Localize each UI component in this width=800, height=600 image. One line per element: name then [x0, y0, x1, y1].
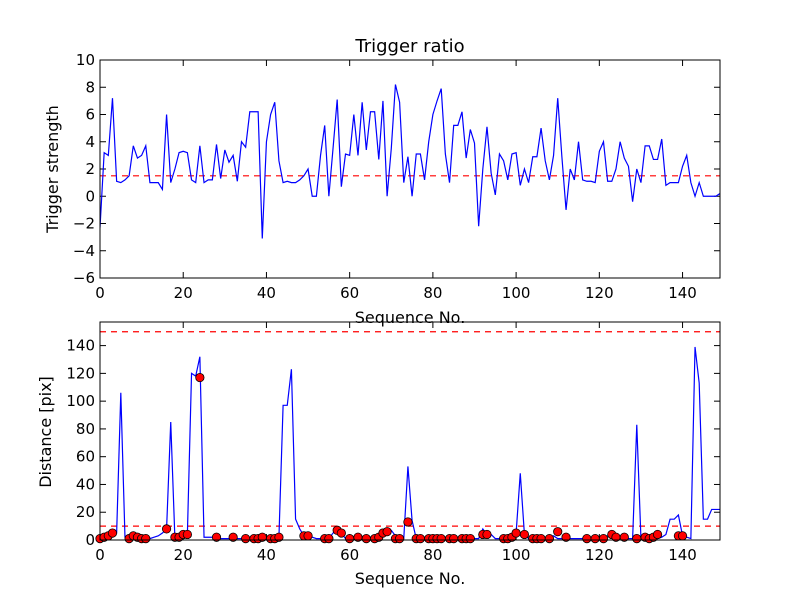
x-tick-label: 100	[502, 546, 531, 564]
y-tick-label: 20	[76, 503, 95, 521]
y-tick-label: 0	[85, 187, 95, 205]
data-point-marker	[303, 531, 313, 541]
data-point-marker	[182, 529, 192, 540]
data-point-marker	[361, 534, 371, 544]
data-point-marker	[561, 532, 571, 542]
data-point-marker	[536, 534, 546, 544]
y-tick-label: −2	[73, 215, 95, 233]
x-tick-label: 40	[257, 284, 276, 302]
y-tick-label: 80	[76, 420, 95, 438]
y-tick-label: −6	[73, 269, 95, 287]
x-tick-label: 0	[95, 284, 105, 302]
data-point-marker	[436, 534, 446, 544]
data-point-marker	[211, 532, 222, 542]
data-point-marker	[652, 529, 663, 540]
data-point-marker	[382, 527, 392, 537]
axes-frame	[99, 59, 721, 279]
x-tick-label: 80	[423, 284, 442, 302]
data-point-marker	[107, 528, 118, 538]
series-layer	[100, 331, 720, 540]
y-tick-label: 8	[85, 78, 95, 96]
y-axis-label: Distance [pix]	[36, 376, 55, 488]
top-subplot: Trigger ratio Sequence No. Trigger stren…	[43, 36, 721, 327]
x-tick-label: 0	[95, 546, 105, 564]
data-point-marker	[519, 529, 530, 540]
data-point-marker	[345, 534, 355, 544]
bottom-subplot: Sequence No. Distance [pix] 0 20 40 60 80 100…	[36, 321, 721, 588]
data-point-marker	[465, 534, 475, 544]
data-point-marker	[415, 534, 426, 544]
x-tick-label: 120	[585, 546, 614, 564]
data-point-marker	[598, 534, 609, 544]
series-layer	[100, 84, 720, 239]
x-axis-label: Sequence No.	[355, 308, 466, 327]
y-tick-label: 100	[66, 392, 95, 410]
data-point-marker	[403, 517, 413, 527]
data-point-marker	[449, 534, 459, 544]
data-point-marker	[632, 534, 642, 544]
plot-area: 0 20 40 60 80 100 120 140 −6 −4 −2 0 2 4 6 8 10	[73, 51, 721, 302]
x-tick-label: 80	[423, 546, 442, 564]
axes-frame	[99, 321, 721, 541]
y-tick-label: 120	[66, 364, 95, 382]
data-point-marker	[619, 532, 629, 542]
y-tick-label: 60	[76, 448, 95, 466]
data-point-marker	[324, 534, 334, 544]
y-tick-label: 140	[66, 337, 95, 355]
x-axis-label: Sequence No.	[355, 569, 466, 588]
x-tick-label: 140	[668, 284, 697, 302]
y-tick-label: 10	[76, 51, 95, 69]
x-tick-label: 20	[174, 284, 193, 302]
data-point-marker	[553, 527, 563, 537]
plot-area: 0 20 40 60 80 100 120 140 0 20 40 60 80 100 120 140	[66, 321, 721, 564]
data-point-marker	[274, 532, 284, 542]
data-point-marker	[544, 534, 554, 544]
x-tick-label: 20	[174, 546, 193, 564]
x-tick-label: 60	[340, 546, 359, 564]
data-point-marker	[141, 534, 151, 544]
y-tick-label: 0	[85, 531, 95, 549]
data-point-marker	[590, 534, 600, 544]
y-tick-label: 4	[85, 133, 95, 151]
data-point-marker	[394, 534, 405, 544]
data-point-marker	[582, 534, 592, 544]
data-point-marker	[336, 528, 346, 538]
series-line-distance	[100, 346, 720, 540]
series-line-trigger-strength	[100, 84, 720, 239]
data-point-marker	[161, 524, 172, 534]
data-point-marker	[482, 529, 492, 540]
x-tick-label: 60	[340, 284, 359, 302]
x-tick-label: 100	[502, 284, 531, 302]
y-axis-label: Trigger strength	[43, 105, 62, 234]
y-tick-label: 40	[76, 475, 95, 493]
x-tick-label: 120	[585, 284, 614, 302]
x-tick-label: 140	[668, 546, 697, 564]
data-point-marker	[511, 528, 521, 538]
x-tick-label: 40	[257, 546, 276, 564]
data-point-marker	[677, 531, 688, 541]
data-point-marker	[241, 534, 251, 544]
y-tick-label: −4	[73, 242, 95, 260]
data-point-marker	[195, 372, 205, 383]
y-tick-label: 2	[85, 160, 95, 178]
y-tick-label: 6	[85, 106, 95, 124]
chart-title: Trigger ratio	[354, 36, 464, 57]
data-point-marker	[228, 532, 238, 542]
